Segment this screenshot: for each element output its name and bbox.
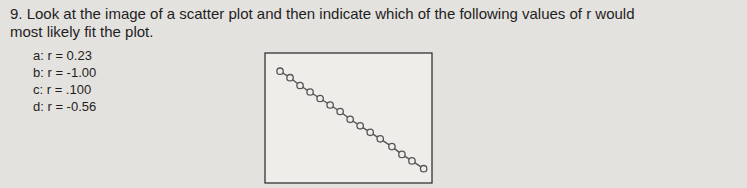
- scatter-point: [389, 143, 395, 149]
- plot-area: [277, 68, 427, 172]
- scatter-point: [409, 158, 415, 164]
- scatter-point: [287, 75, 293, 81]
- scatter-point: [327, 102, 333, 108]
- question-line: 9. Look at the image of a scatter plot a…: [10, 5, 635, 22]
- scatter-point: [307, 89, 313, 95]
- scatter-point: [277, 68, 283, 74]
- scatter-point: [377, 136, 383, 142]
- scatter-point: [357, 123, 363, 129]
- scatter-point: [420, 166, 426, 172]
- scatter-point: [367, 129, 373, 135]
- scatter-point: [317, 95, 323, 101]
- answer-option: b: r = -1.00: [33, 65, 96, 80]
- scatter-point: [337, 108, 343, 114]
- page: 9. Look at the image of a scatter plot a…: [0, 0, 747, 188]
- scatter-point: [347, 116, 353, 122]
- answer-option: d: r = -0.56: [33, 99, 96, 114]
- plot-frame: [265, 53, 432, 183]
- scatter-point: [399, 151, 405, 157]
- scatter-point: [297, 82, 303, 88]
- answer-option: c: r = .100: [33, 82, 91, 97]
- connecting-line: [280, 71, 424, 169]
- answer-option: a: r = 0.23: [33, 48, 92, 63]
- question-line: most likely fit the plot.: [10, 23, 153, 40]
